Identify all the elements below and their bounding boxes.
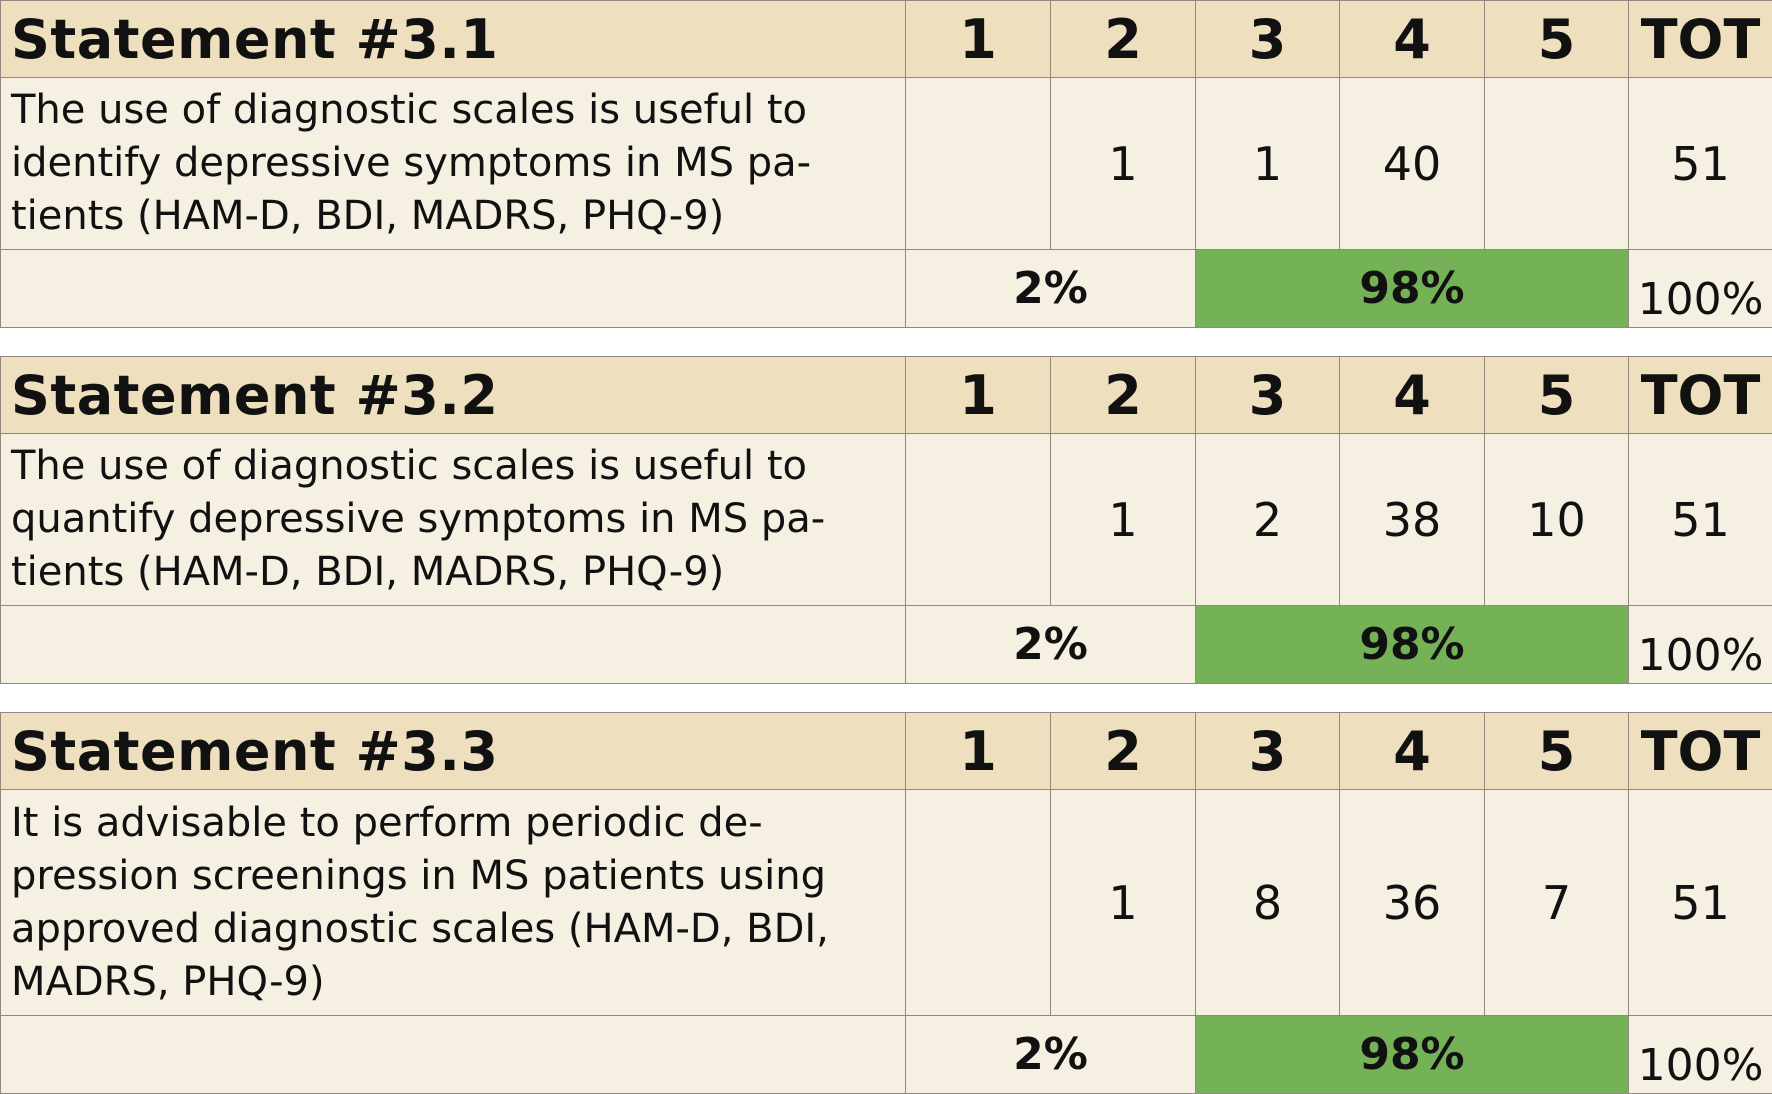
count-total: 51 [1629,790,1772,1016]
percent-row-blank [1,250,906,328]
count-4: 38 [1340,434,1485,606]
percent-row-blank [1,1016,906,1094]
col-header-5: 5 [1485,1,1629,78]
col-header-tot: TOT [1629,1,1772,78]
total-percent: 100% [1629,606,1772,684]
count-3: 2 [1196,434,1340,606]
statement-table-3-1: Statement #3.1 1 2 3 4 5 TOT The use of … [0,0,1772,328]
count-1 [906,790,1051,1016]
disagree-percent: 2% [906,250,1196,328]
count-2: 1 [1051,78,1196,250]
header-row: Statement #3.3 1 2 3 4 5 TOT [1,713,1772,790]
statement-table-3-2: Statement #3.2 1 2 3 4 5 TOT The use of … [0,356,1772,684]
col-header-3: 3 [1196,713,1340,790]
col-header-tot: TOT [1629,713,1772,790]
agree-percent: 98% [1196,1016,1629,1094]
col-header-3: 3 [1196,357,1340,434]
percent-row: 2% 98% 100% [1,1016,1772,1094]
col-header-2: 2 [1051,713,1196,790]
count-row: The use of diagnostic scales is useful t… [1,78,1772,250]
col-header-1: 1 [906,1,1051,78]
statement-text: It is advisable to perform periodic de-p… [1,790,906,1016]
col-header-4: 4 [1340,1,1485,78]
disagree-percent: 2% [906,1016,1196,1094]
percent-row: 2% 98% 100% [1,250,1772,328]
statement-table-3-3: Statement #3.3 1 2 3 4 5 TOT It is advis… [0,712,1772,1094]
statement-text: The use of diagnostic scales is useful t… [1,78,906,250]
count-row: It is advisable to perform periodic de-p… [1,790,1772,1016]
col-header-2: 2 [1051,1,1196,78]
count-5: 10 [1485,434,1629,606]
statement-title: Statement #3.3 [1,713,906,790]
total-percent: 100% [1629,1016,1772,1094]
col-header-1: 1 [906,713,1051,790]
count-2: 1 [1051,790,1196,1016]
header-row: Statement #3.2 1 2 3 4 5 TOT [1,357,1772,434]
count-4: 36 [1340,790,1485,1016]
count-4: 40 [1340,78,1485,250]
percent-row-blank [1,606,906,684]
col-header-tot: TOT [1629,357,1772,434]
count-3: 1 [1196,78,1340,250]
count-total: 51 [1629,434,1772,606]
count-row: The use of diagnostic scales is useful t… [1,434,1772,606]
count-2: 1 [1051,434,1196,606]
count-1 [906,434,1051,606]
agree-percent: 98% [1196,250,1629,328]
total-percent: 100% [1629,250,1772,328]
col-header-1: 1 [906,357,1051,434]
count-total: 51 [1629,78,1772,250]
header-row: Statement #3.1 1 2 3 4 5 TOT [1,1,1772,78]
col-header-3: 3 [1196,1,1340,78]
agree-percent: 98% [1196,606,1629,684]
statement-title: Statement #3.2 [1,357,906,434]
statement-text: The use of diagnostic scales is useful t… [1,434,906,606]
percent-row: 2% 98% 100% [1,606,1772,684]
statement-title: Statement #3.1 [1,1,906,78]
count-3: 8 [1196,790,1340,1016]
count-5 [1485,78,1629,250]
col-header-4: 4 [1340,713,1485,790]
col-header-5: 5 [1485,357,1629,434]
col-header-4: 4 [1340,357,1485,434]
count-5: 7 [1485,790,1629,1016]
count-1 [906,78,1051,250]
col-header-5: 5 [1485,713,1629,790]
col-header-2: 2 [1051,357,1196,434]
disagree-percent: 2% [906,606,1196,684]
